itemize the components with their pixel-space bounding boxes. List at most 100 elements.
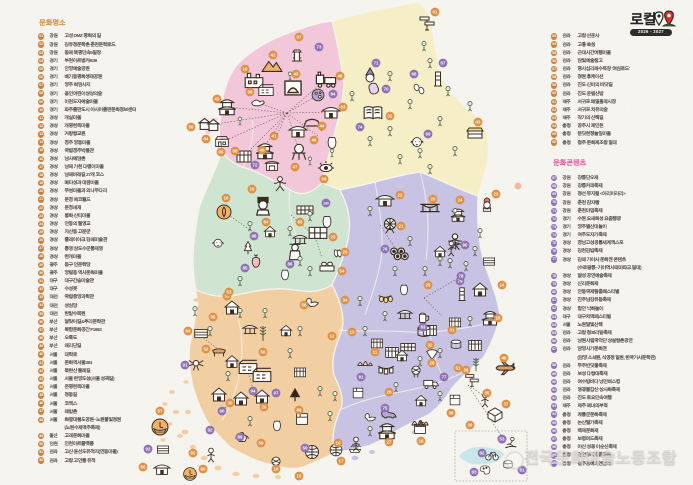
- svg-text:76: 76: [383, 247, 388, 252]
- svg-text:54: 54: [340, 269, 345, 274]
- svg-text:51: 51: [456, 366, 461, 371]
- svg-text:04: 04: [204, 137, 209, 142]
- svg-text:41: 41: [272, 134, 277, 139]
- svg-text:90: 90: [220, 409, 225, 414]
- svg-text:63: 63: [186, 329, 191, 334]
- svg-text:13: 13: [350, 330, 355, 335]
- svg-text:36: 36: [464, 368, 469, 373]
- svg-text:26: 26: [387, 390, 392, 395]
- svg-text:50: 50: [189, 125, 194, 130]
- svg-text:88: 88: [297, 408, 302, 413]
- svg-text:16: 16: [274, 467, 279, 472]
- svg-text:31: 31: [450, 328, 455, 333]
- svg-text:75: 75: [383, 406, 388, 411]
- svg-text:84: 84: [331, 92, 336, 97]
- svg-text:20: 20: [431, 197, 436, 202]
- svg-text:17: 17: [339, 459, 344, 464]
- svg-text:46: 46: [312, 138, 317, 143]
- svg-text:53: 53: [500, 437, 505, 442]
- svg-text:100: 100: [323, 202, 329, 206]
- svg-text:26: 26: [343, 250, 348, 255]
- svg-text:15: 15: [496, 316, 501, 321]
- svg-text:29: 29: [262, 405, 267, 410]
- svg-text:63: 63: [341, 105, 346, 110]
- svg-text:23: 23: [494, 192, 499, 197]
- svg-text:68: 68: [412, 72, 417, 77]
- svg-text:28: 28: [430, 361, 435, 366]
- svg-text:89: 89: [238, 435, 243, 440]
- svg-text:52: 52: [204, 347, 209, 352]
- svg-text:12: 12: [330, 334, 335, 339]
- svg-text:15: 15: [297, 474, 302, 479]
- svg-text:10: 10: [243, 67, 248, 72]
- svg-text:60: 60: [201, 467, 206, 472]
- svg-text:57: 57: [158, 409, 163, 414]
- svg-text:83: 83: [421, 325, 426, 330]
- svg-text:18: 18: [419, 439, 424, 444]
- svg-text:56: 56: [261, 350, 266, 355]
- svg-text:06: 06: [248, 90, 253, 95]
- svg-text:23: 23: [331, 235, 336, 240]
- svg-text:01: 01: [433, 10, 438, 15]
- svg-text:91: 91: [183, 363, 188, 368]
- svg-text:50: 50: [303, 446, 308, 451]
- svg-text:16: 16: [224, 196, 229, 201]
- svg-text:73: 73: [317, 45, 322, 50]
- svg-text:05: 05: [219, 150, 224, 155]
- svg-text:59: 59: [259, 441, 264, 446]
- svg-text:58: 58: [302, 303, 307, 308]
- svg-text:10: 10: [336, 441, 341, 446]
- svg-text:35: 35: [485, 391, 490, 396]
- svg-text:22: 22: [398, 193, 403, 198]
- svg-text:81: 81: [359, 375, 364, 380]
- svg-text:47: 47: [293, 165, 298, 170]
- svg-text:92: 92: [146, 447, 151, 452]
- svg-text:70: 70: [384, 87, 389, 92]
- svg-text:78: 78: [459, 274, 464, 279]
- svg-text:34: 34: [343, 298, 348, 303]
- svg-text:40: 40: [260, 148, 265, 153]
- svg-text:92: 92: [208, 428, 213, 433]
- svg-text:38: 38: [449, 411, 454, 416]
- svg-text:32: 32: [428, 343, 433, 348]
- svg-text:85: 85: [243, 266, 248, 271]
- svg-text:55: 55: [211, 315, 216, 320]
- svg-text:97: 97: [274, 391, 279, 396]
- svg-text:64: 64: [264, 220, 269, 225]
- svg-text:30: 30: [228, 401, 233, 406]
- svg-text:37: 37: [504, 402, 509, 407]
- svg-text:02: 02: [388, 114, 393, 119]
- svg-text:60: 60: [141, 465, 146, 470]
- svg-text:63: 63: [472, 470, 477, 475]
- svg-text:24: 24: [458, 198, 463, 203]
- svg-text:71: 71: [374, 61, 379, 66]
- svg-text:49: 49: [502, 356, 507, 361]
- svg-text:43: 43: [294, 72, 299, 77]
- svg-text:61: 61: [520, 468, 525, 473]
- svg-text:14: 14: [500, 283, 505, 288]
- svg-text:94: 94: [251, 389, 256, 394]
- svg-text:07: 07: [297, 35, 302, 40]
- svg-text:53: 53: [227, 290, 232, 295]
- svg-text:72: 72: [253, 163, 258, 168]
- svg-text:48: 48: [338, 74, 343, 79]
- svg-text:25: 25: [426, 283, 431, 288]
- svg-text:74: 74: [358, 125, 363, 130]
- svg-text:03: 03: [476, 120, 481, 125]
- svg-text:27: 27: [387, 440, 392, 445]
- svg-text:19: 19: [250, 187, 255, 192]
- svg-text:45: 45: [215, 97, 220, 102]
- svg-text:62: 62: [480, 451, 485, 456]
- svg-text:98: 98: [252, 234, 257, 239]
- svg-text:79: 79: [458, 279, 463, 284]
- svg-text:09: 09: [322, 177, 327, 182]
- svg-text:로컬: 로컬: [630, 12, 656, 27]
- svg-text:11: 11: [373, 350, 378, 355]
- svg-text:80: 80: [463, 243, 468, 248]
- svg-text:86: 86: [288, 262, 293, 267]
- svg-text:21: 21: [399, 224, 404, 229]
- svg-text:55: 55: [191, 451, 196, 456]
- svg-text:69: 69: [426, 132, 431, 137]
- svg-text:08: 08: [233, 149, 238, 154]
- svg-text:44: 44: [320, 124, 325, 129]
